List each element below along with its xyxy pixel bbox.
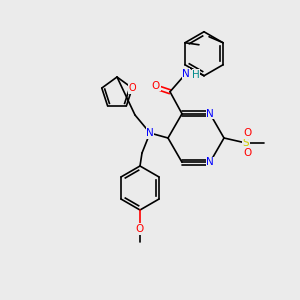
Text: O: O <box>152 81 160 91</box>
Text: O: O <box>244 148 252 158</box>
Text: O: O <box>136 224 144 234</box>
Text: N: N <box>182 69 190 79</box>
Text: S: S <box>243 138 249 148</box>
Text: O: O <box>244 128 252 138</box>
Text: O: O <box>128 83 136 93</box>
Text: N: N <box>206 109 214 119</box>
Text: N: N <box>206 157 214 167</box>
Text: H: H <box>192 70 200 80</box>
Text: N: N <box>146 128 154 138</box>
